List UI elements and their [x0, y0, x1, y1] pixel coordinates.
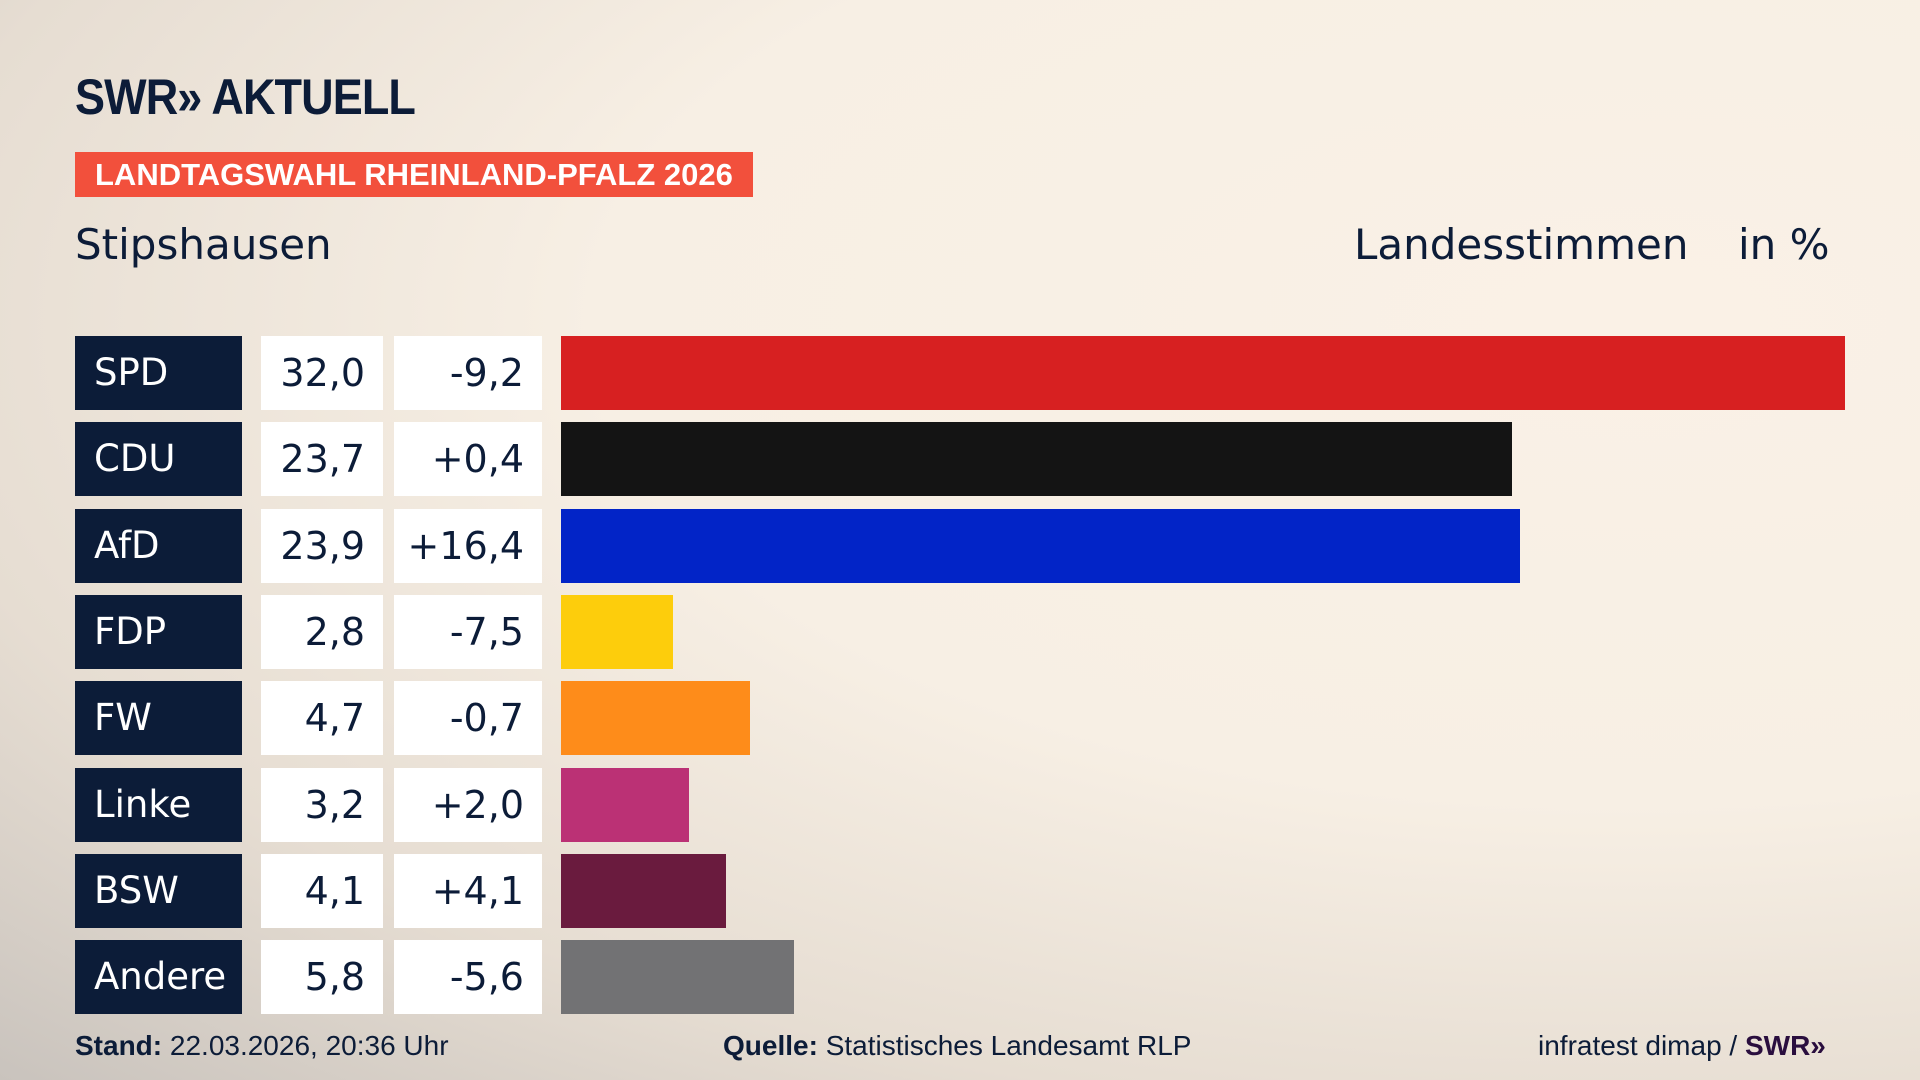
party-bar [561, 422, 1512, 497]
election-badge: LANDTAGSWAHL RHEINLAND-PFALZ 2026 [75, 152, 753, 197]
diff-label: +2,0 [394, 767, 542, 842]
party-label: CDU [75, 422, 242, 497]
stand-label: Stand: [75, 1030, 163, 1061]
diff-label: -5,6 [394, 940, 542, 1015]
value-label: 3,2 [261, 767, 383, 842]
party-row: FDP 2,8 -7,5 [75, 594, 1845, 669]
value-label: 5,8 [261, 940, 383, 1015]
party-bar [561, 681, 750, 756]
party-row: Andere 5,8 -5,6 [75, 940, 1845, 1015]
party-bar [561, 767, 690, 842]
party-label: Linke [75, 767, 242, 842]
party-bar [561, 853, 726, 928]
diff-label: -9,2 [394, 336, 542, 410]
diff-label: +0,4 [394, 422, 542, 497]
diff-label: -7,5 [394, 594, 542, 669]
value-label: 32,0 [261, 336, 383, 410]
party-label: FDP [75, 594, 242, 669]
value-label: 2,8 [261, 594, 383, 669]
party-bar [561, 594, 674, 669]
party-bar [561, 508, 1520, 583]
party-label: FW [75, 681, 242, 756]
credit: infratest dimap / SWR» [1538, 1030, 1826, 1062]
credit-text: infratest dimap / [1538, 1030, 1745, 1061]
party-label: Andere [75, 940, 242, 1015]
source: Quelle: Statistisches Landesamt RLP [723, 1030, 1191, 1062]
party-row: BSW 4,1 +4,1 [75, 853, 1845, 928]
swr-aktuell-logo: SWR» AKTUELL [75, 69, 416, 125]
diff-label: -0,7 [394, 681, 542, 756]
value-label: 23,9 [261, 508, 383, 583]
value-label: 4,7 [261, 681, 383, 756]
swr-logo-small: SWR» [1744, 1030, 1826, 1061]
party-label: BSW [75, 853, 242, 928]
party-row: CDU 23,7 +0,4 [75, 422, 1845, 497]
stand-value: 22.03.2026, 20:36 Uhr [162, 1030, 449, 1061]
party-row: AfD 23,9 +16,4 [75, 508, 1845, 583]
party-bar [561, 940, 794, 1015]
measure-label: Landesstimmen [1354, 220, 1689, 269]
party-row: FW 4,7 -0,7 [75, 681, 1845, 756]
diff-label: +4,1 [394, 853, 542, 928]
source-label: Quelle: [723, 1030, 818, 1061]
party-label: AfD [75, 508, 242, 583]
party-label: SPD [75, 336, 242, 410]
place-title: Stipshausen [75, 220, 332, 269]
diff-label: +16,4 [394, 508, 542, 583]
value-label: 23,7 [261, 422, 383, 497]
party-row: SPD 32,0 -9,2 [75, 336, 1845, 410]
value-label: 4,1 [261, 853, 383, 928]
party-bar [561, 336, 1845, 410]
source-value: Statistisches Landesamt RLP [817, 1030, 1192, 1061]
unit-label: in % [1738, 220, 1830, 269]
party-row: Linke 3,2 +2,0 [75, 767, 1845, 842]
timestamp: Stand: 22.03.2026, 20:36 Uhr [75, 1030, 449, 1062]
